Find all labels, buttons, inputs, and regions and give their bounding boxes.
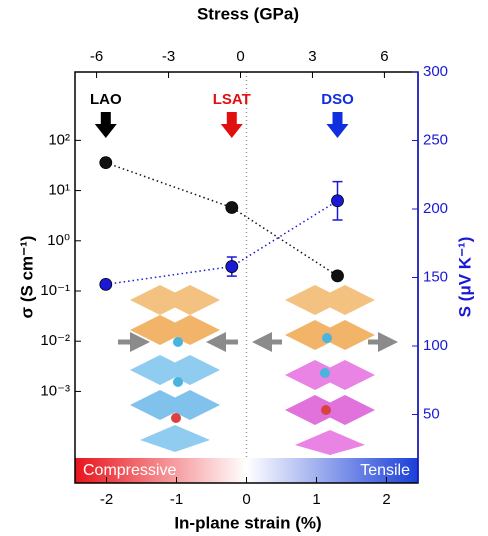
data-point bbox=[332, 270, 344, 282]
data-point bbox=[226, 261, 238, 273]
region-label: Tensile bbox=[360, 462, 410, 479]
y-tick-label: 10⁻¹ bbox=[40, 282, 70, 299]
y2-axis-label: S (μV K⁻¹) bbox=[455, 237, 474, 318]
substrate-arrow bbox=[327, 112, 349, 138]
substrate-arrow bbox=[221, 112, 243, 138]
y2-tick-label: 150 bbox=[423, 268, 448, 285]
x-tick-label: 1 bbox=[312, 491, 320, 508]
trend-line bbox=[106, 163, 338, 276]
data-point bbox=[226, 202, 238, 214]
chart: Stress (GPa) In-plane strain (%) σ (S cm… bbox=[0, 0, 488, 536]
plot-frame bbox=[75, 72, 418, 483]
y-tick-label: 10⁻³ bbox=[40, 382, 70, 399]
x2-tick-label: -6 bbox=[90, 48, 103, 65]
y2-tick-label: 50 bbox=[423, 405, 440, 422]
y2-tick-label: 250 bbox=[423, 131, 448, 148]
region-label: Compressive bbox=[83, 462, 176, 479]
y-axis-label: σ (S cm⁻¹) bbox=[17, 236, 36, 319]
substrate-label: DSO bbox=[321, 91, 354, 108]
x2-tick-label: -3 bbox=[162, 48, 175, 65]
substrate-arrow bbox=[95, 112, 117, 138]
y2-tick-label: 100 bbox=[423, 337, 448, 354]
x-tick-label: 0 bbox=[242, 491, 250, 508]
y-tick-label: 10⁰ bbox=[47, 232, 70, 249]
substrate-label: LSAT bbox=[213, 91, 251, 108]
y2-tick-label: 200 bbox=[423, 200, 448, 217]
trend-line bbox=[106, 201, 338, 285]
y-tick-label: 10² bbox=[48, 131, 70, 148]
substrate-label: LAO bbox=[90, 91, 122, 108]
y-tick-label: 10¹ bbox=[48, 182, 70, 199]
x2-tick-label: 3 bbox=[308, 48, 316, 65]
x-tick-label: -1 bbox=[170, 491, 183, 508]
crystal-left bbox=[118, 285, 238, 452]
crystal-right bbox=[262, 285, 388, 455]
top-axis-label: Stress (GPa) bbox=[197, 4, 299, 23]
data-point bbox=[332, 195, 344, 207]
x-tick-label: -2 bbox=[100, 491, 113, 508]
y-tick-label: 10⁻² bbox=[40, 332, 70, 349]
data-point bbox=[100, 157, 112, 169]
x-axis-label: In-plane strain (%) bbox=[174, 513, 321, 532]
x2-tick-label: 0 bbox=[236, 48, 244, 65]
data-point bbox=[100, 278, 112, 290]
x-tick-label: 2 bbox=[382, 491, 390, 508]
y2-tick-label: 300 bbox=[423, 63, 448, 80]
x2-tick-label: 6 bbox=[380, 48, 388, 65]
